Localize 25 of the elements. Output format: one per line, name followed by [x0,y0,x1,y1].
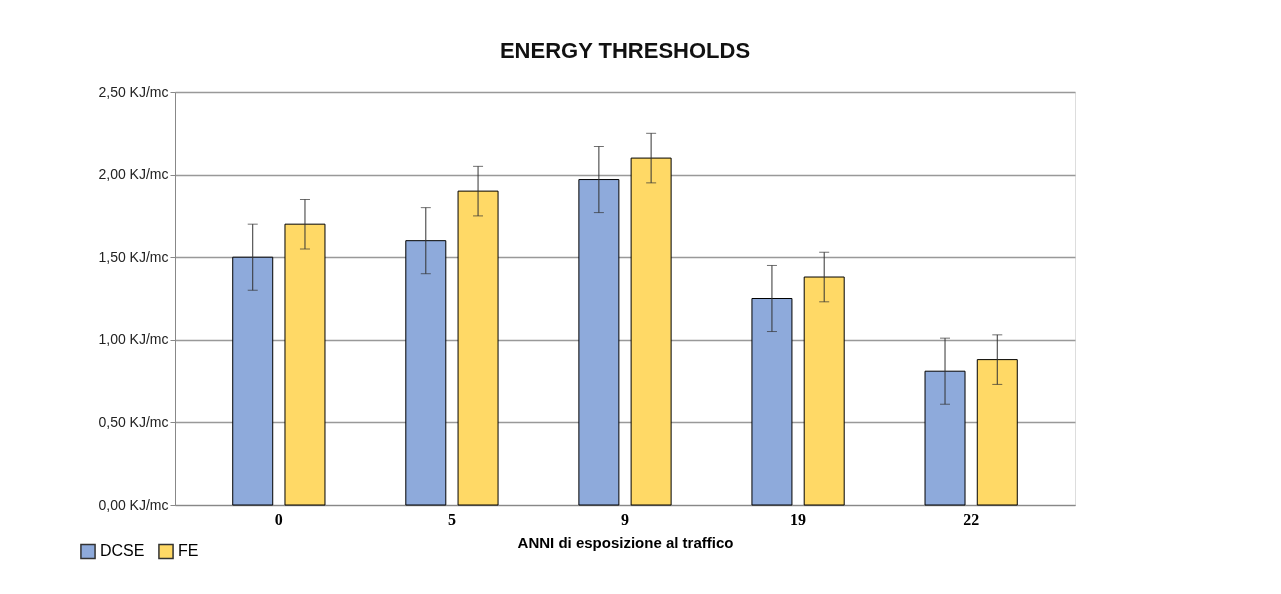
bar [284,223,326,506]
legend-label: FE [178,542,199,560]
x-axis-title: ANNI di esposizione al traffico [517,533,734,551]
y-tick-label: 1,50 KJ/mc [98,248,169,265]
legend-label: DCSE [100,542,145,560]
x-tick-label: 19 [790,510,807,528]
bar [578,179,620,506]
bar [457,190,499,506]
bar [924,370,966,506]
x-tick-label: 0 [274,510,283,528]
x-tick-label: 9 [621,510,629,528]
y-tick-label: 1,00 KJ/mc [98,331,169,348]
x-tick-label: 22 [963,510,980,528]
bar [976,359,1018,506]
bar [630,157,672,506]
bar [751,298,793,506]
y-tick-label: 2,00 KJ/mc [98,166,169,183]
y-tick-label: 2,50 KJ/mc [98,83,169,100]
y-tick-label: 0,00 KJ/mc [98,496,169,513]
bar [803,276,845,506]
y-tick-label: 0,50 KJ/mc [98,413,169,430]
bar [405,240,447,506]
bar [232,256,274,506]
chart-title: ENERGY THRESHOLDS [499,38,751,63]
x-tick-label: 5 [447,510,456,528]
